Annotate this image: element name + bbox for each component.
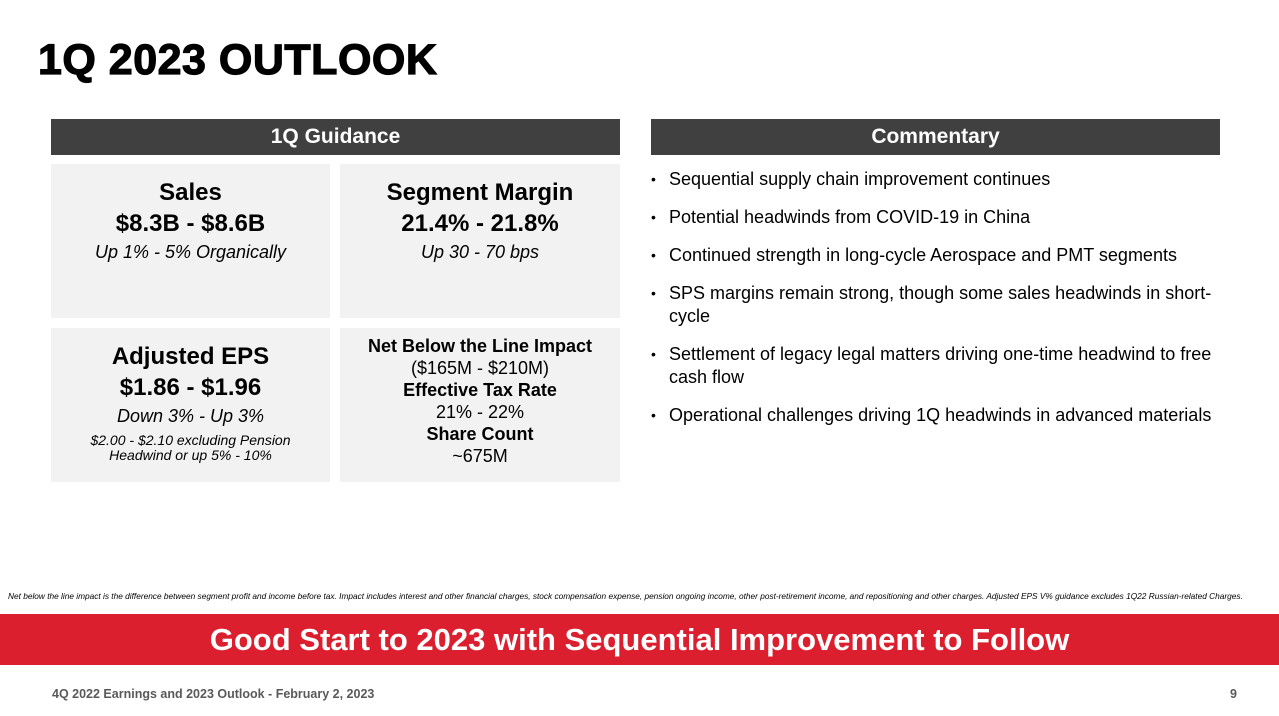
- bullet-icon: •: [651, 285, 656, 301]
- commentary-item: • Sequential supply chain improvement con…: [651, 168, 1231, 191]
- footer-presentation-title: 4Q 2022 Earnings and 2023 Outlook - Febr…: [52, 687, 375, 701]
- commentary-item-text: Potential headwinds from COVID-19 in Chi…: [669, 207, 1031, 227]
- bullet-icon: •: [651, 346, 656, 362]
- adjusted-eps-title: Adjusted EPS: [111, 343, 270, 370]
- footnote: Net below the line impact is the differe…: [8, 591, 1243, 601]
- commentary-item-text: Continued strength in long-cycle Aerospa…: [669, 245, 1177, 265]
- adjusted-eps-subtext: Down 3% - Up 3%: [116, 406, 265, 426]
- commentary-item: • Potential headwinds from COVID-19 in Ch…: [651, 206, 1231, 229]
- adjusted-eps-note: $2.00 - $2.10 excluding Pension Headwind…: [90, 433, 290, 463]
- bullet-icon: •: [651, 209, 656, 225]
- share-count-value: ~675M: [452, 446, 508, 466]
- commentary-header: Commentary: [651, 119, 1220, 155]
- below-line-value: ($165M - $210M): [410, 358, 550, 378]
- commentary-item-text: Settlement of legacy legal matters drivi…: [669, 344, 1212, 387]
- page-title: 1Q 2023 OUTLOOK: [37, 35, 438, 84]
- tax-rate-label: Effective Tax Rate: [403, 380, 557, 400]
- sales-value: $8.3B - $8.6B: [115, 210, 266, 237]
- commentary-item: • Settlement of legacy legal matters driv…: [651, 343, 1231, 389]
- takeaway-banner: Good Start to 2023 with Sequential Impro…: [0, 614, 1279, 665]
- share-count-label: Share Count: [426, 424, 534, 444]
- commentary-item-text: Operational challenges driving 1Q headwi…: [669, 405, 1212, 425]
- adjusted-eps-box: Adjusted EPS $1.86 - $1.96 Down 3% - Up …: [51, 328, 330, 482]
- segment-margin-title: Segment Margin: [386, 179, 574, 206]
- sales-subtext: Up 1% - 5% Organically: [94, 242, 287, 262]
- commentary-item: • SPS margins remain strong, though some …: [651, 282, 1231, 328]
- segment-margin-subtext: Up 30 - 70 bps: [420, 242, 540, 262]
- below-line-label: Net Below the Line Impact: [367, 336, 593, 356]
- page-number: 9: [1230, 687, 1237, 701]
- tax-rate-value: 21% - 22%: [435, 402, 525, 422]
- commentary-item-text: Sequential supply chain improvement cont…: [669, 169, 1051, 189]
- sales-title: Sales: [159, 179, 222, 206]
- guidance-header: 1Q Guidance: [51, 119, 620, 155]
- bullet-icon: •: [651, 247, 656, 263]
- bullet-icon: •: [651, 407, 656, 423]
- commentary-item: • Operational challenges driving 1Q headw…: [651, 404, 1231, 427]
- sales-box: Sales $8.3B - $8.6B Up 1% - 5% Organical…: [51, 164, 330, 318]
- commentary-item: • Continued strength in long-cycle Aerosp…: [651, 244, 1231, 267]
- bullet-icon: •: [651, 171, 656, 187]
- commentary-item-text: SPS margins remain strong, though some s…: [669, 283, 1212, 326]
- adjusted-eps-note-line2: Headwind or up 5% - 10%: [109, 447, 272, 463]
- other-guidance-box: Net Below the Line Impact ($165M - $210M…: [340, 328, 620, 482]
- segment-margin-box: Segment Margin 21.4% - 21.8% Up 30 - 70 …: [340, 164, 620, 318]
- adjusted-eps-note-line1: $2.00 - $2.10 excluding Pension: [90, 432, 291, 448]
- adjusted-eps-value: $1.86 - $1.96: [119, 374, 262, 401]
- commentary-list: • Sequential supply chain improvement con…: [651, 168, 1231, 442]
- segment-margin-value: 21.4% - 21.8%: [401, 210, 559, 237]
